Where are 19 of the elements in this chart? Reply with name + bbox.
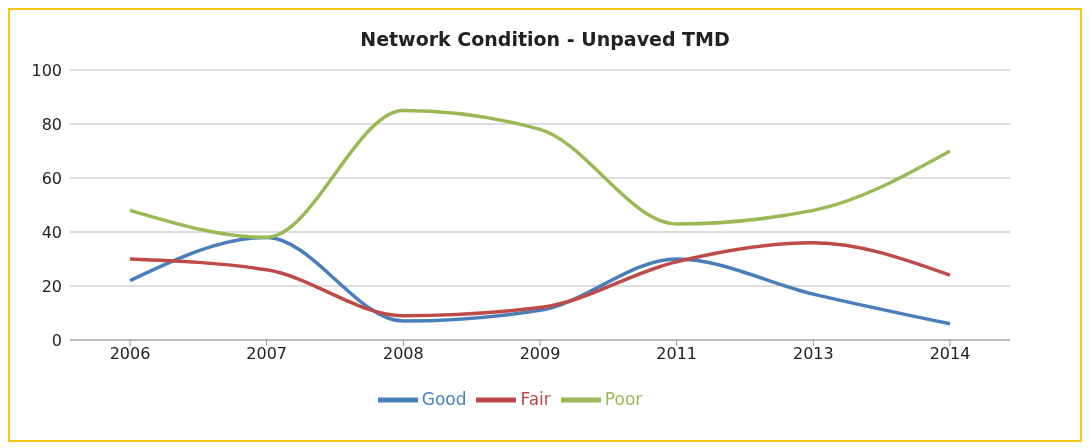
y-tick-label: 100	[31, 60, 62, 80]
y-tick-label: 40	[41, 222, 62, 242]
y-tick-label: 20	[41, 276, 62, 296]
y-tick-label: 0	[51, 330, 62, 350]
x-tick-label: 2009	[519, 344, 561, 364]
y-tick-label: 80	[41, 114, 62, 134]
line-series	[128, 241, 952, 318]
legend-label: Good	[421, 389, 467, 409]
x-tick-label: 2014	[929, 344, 971, 364]
y-tick-label: 60	[41, 168, 62, 188]
x-tick-label: 2006	[109, 344, 151, 364]
x-tick-label: 2013	[792, 344, 834, 364]
chart-title: Network Condition - Unpaved TMD	[359, 28, 731, 50]
x-tick-label: 2011	[656, 344, 698, 364]
legend-label: Poor	[604, 389, 643, 409]
x-tick-label: 2008	[382, 344, 424, 364]
legend-label: Fair	[520, 389, 551, 409]
line-series	[128, 108, 952, 240]
x-tick-label: 2007	[246, 344, 288, 364]
